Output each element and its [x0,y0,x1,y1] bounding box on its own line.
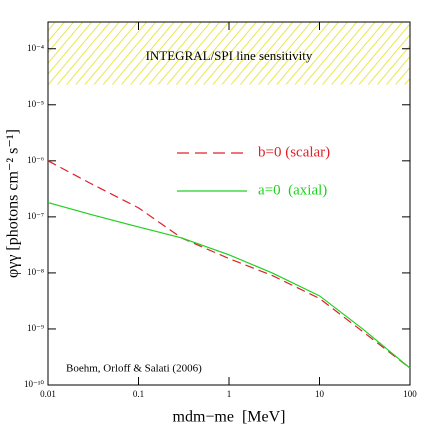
legend-label: a=0 (axial) [258,182,327,198]
y-tick-label: 10⁻⁸ [27,267,44,277]
y-tick-label: 10⁻⁵ [27,99,44,109]
y-tick-label: 10⁻⁶ [27,155,44,165]
y-tick-label: 10⁻⁷ [27,211,44,221]
x-tick-label: 0.01 [40,389,56,399]
series-line [47,201,411,369]
x-axis-label: mdm−me [MeV] [173,409,286,426]
y-axis-label: φγγ [photons cm⁻² s⁻¹] [5,129,22,278]
y-tick-label: 10⁻⁹ [27,323,44,333]
x-tick-label: 1 [227,389,232,399]
annotation: Boehm, Orloff & Salati (2006) [66,363,202,375]
legend-label: b=0 (scalar) [258,144,330,160]
series-line [47,160,411,369]
y-tick-label: 10⁻⁴ [27,43,44,53]
y-tick-label: 10⁻¹⁰ [24,379,44,389]
x-tick-label: 10 [315,389,325,399]
x-tick-label: 100 [403,389,417,399]
band-label: INTEGRAL/SPI line sensitivity [146,48,313,63]
x-tick-label: 0.1 [133,389,144,399]
sensitivity-band [48,22,410,85]
